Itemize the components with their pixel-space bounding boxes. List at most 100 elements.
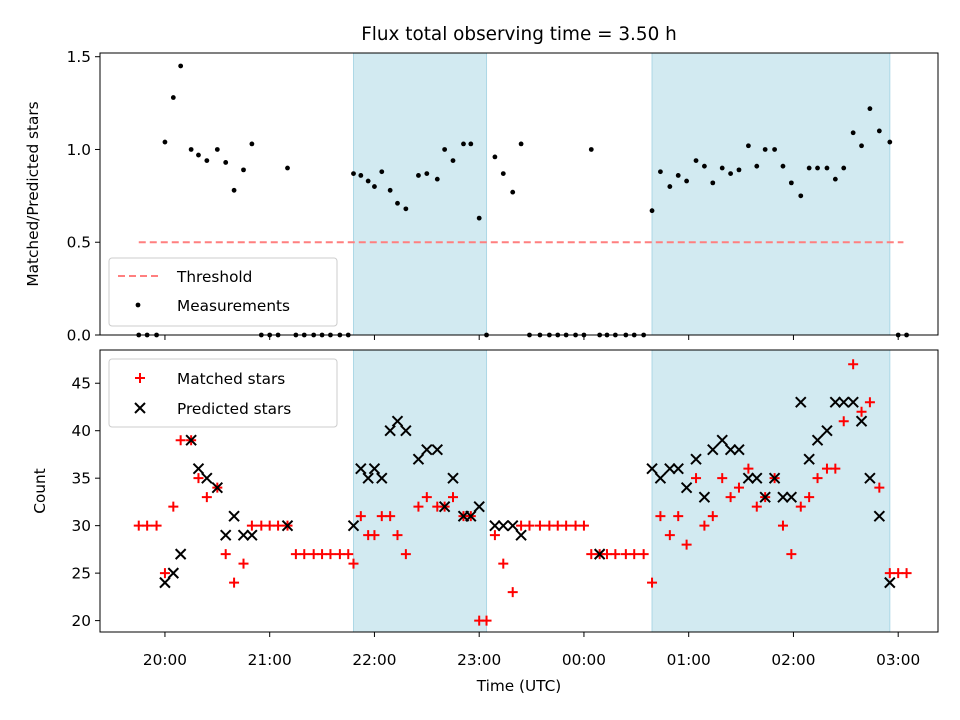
matched-star-point	[507, 587, 518, 598]
x-tick-label: 00:00	[562, 651, 606, 669]
matched-star-point	[413, 501, 424, 512]
measurement-point	[887, 139, 893, 145]
matched-star-point	[273, 520, 284, 531]
predicted-star-point	[412, 453, 425, 465]
matched-star-point	[317, 549, 328, 560]
predicted-star-point	[680, 481, 693, 494]
predicted-star-point	[497, 519, 509, 532]
bottom-x-ticks: 20:00 21:00 22:00 23:00 00:00 01:00 02:00 03:00	[143, 632, 920, 669]
predicted-star-point	[159, 576, 171, 589]
predicted-star-point	[593, 548, 606, 560]
matched-star-point	[552, 520, 563, 531]
measurement-point	[351, 171, 356, 176]
x-axis-label: Time (UTC)	[476, 677, 562, 695]
predicted-star-point	[768, 472, 781, 484]
top-x-ticks	[164, 335, 899, 340]
measurement-point	[824, 165, 830, 171]
matched-star-point	[246, 520, 257, 531]
matched-star-point	[884, 568, 895, 579]
measurement-point	[850, 130, 856, 136]
matched-star-point	[201, 492, 212, 503]
matched-star-point	[348, 558, 359, 569]
matched-star-point	[655, 511, 666, 522]
top-y-tick-label: 0.0	[67, 327, 91, 345]
measurement-point	[196, 152, 201, 158]
predicted-star-point	[246, 529, 258, 541]
bottom-y-tick-label: 25	[72, 565, 91, 583]
matched-star-point	[534, 520, 545, 531]
predicted-star-point	[201, 472, 213, 484]
predicted-star-point	[884, 576, 896, 589]
predicted-star-point	[690, 453, 702, 465]
predicted-star-point	[707, 443, 719, 456]
matched-star-point	[601, 549, 612, 560]
bottom-legend-box	[108, 358, 338, 428]
matched-star-point	[151, 520, 162, 531]
measurement-point	[178, 63, 184, 69]
matched-star-point	[498, 558, 509, 569]
measurement-point	[188, 147, 194, 152]
bottom-y-tick-label: 20	[72, 612, 91, 630]
measurement-point	[500, 171, 506, 176]
matched-star-point	[681, 539, 692, 550]
measurement-point	[223, 160, 229, 165]
matched-star-point	[830, 463, 841, 474]
predicted-star-point	[795, 396, 807, 408]
x-tick-label: 02:00	[771, 651, 815, 669]
predicted-star-point	[777, 491, 789, 503]
shaded-interval-bottom-1	[352, 349, 488, 633]
matched-star-point	[168, 501, 179, 512]
matched-star-point	[795, 501, 806, 512]
predicted-star-point	[355, 462, 367, 475]
matched-star-point	[864, 397, 875, 408]
measurement-point	[395, 200, 400, 206]
matched-star-point	[578, 520, 589, 531]
predicted-star-point	[174, 548, 187, 560]
top-y-tick-label: 1.0	[67, 141, 91, 159]
star-count-layer	[133, 359, 912, 626]
measurement-point	[754, 163, 760, 169]
measurement-point	[285, 165, 290, 171]
predicted-star-point	[724, 443, 737, 456]
legend-threshold-label: Threshold	[176, 268, 252, 286]
matched-star-point	[193, 473, 204, 484]
legend-predicted-swatch	[134, 402, 146, 414]
matched-star-point	[343, 549, 354, 560]
matched-star-point	[385, 511, 396, 522]
matched-star-point	[142, 520, 153, 531]
matched-star-point	[699, 520, 710, 531]
predicted-star-point	[515, 529, 527, 541]
measurement-point	[434, 176, 440, 182]
x-tick-label: 23:00	[457, 651, 501, 669]
measurement-point	[416, 173, 421, 178]
measurement-point	[815, 165, 820, 171]
top-y-tick-label: 0.5	[67, 234, 91, 252]
matched-star-point	[725, 492, 736, 503]
predicted-star-point	[431, 443, 444, 456]
x-tick-label: 01:00	[667, 651, 711, 669]
top-legend-box	[108, 257, 338, 327]
bottom-panel: 20 25 30 35 40 45 20:00 21:00 22:00 23:00 00:00 01…	[31, 349, 939, 695]
matched-star-point	[229, 577, 240, 588]
measurement-point	[442, 147, 448, 152]
measurement-point	[798, 193, 804, 199]
measurement-point	[461, 141, 466, 147]
matched-star-point	[821, 463, 832, 474]
measurement-point	[762, 147, 768, 152]
predicted-star-point	[167, 567, 180, 579]
matched-star-point	[524, 520, 535, 531]
matched-star-point	[664, 530, 675, 541]
bottom-y-tick-label: 35	[72, 470, 91, 488]
predicted-star-point	[376, 472, 388, 484]
matched-star-point	[673, 511, 684, 522]
predicted-star-point	[654, 472, 667, 484]
matched-star-point	[264, 520, 275, 531]
predicted-star-point	[384, 424, 396, 437]
predicted-star-point	[438, 500, 451, 513]
predicted-star-point	[465, 510, 477, 522]
top-y-tick-label: 1.5	[67, 48, 91, 66]
measurement-point	[693, 158, 699, 164]
bottom-y-ticks: 20 25 30 35 40 45	[72, 375, 100, 630]
x-tick-label: 21:00	[248, 651, 292, 669]
matched-star-point	[804, 492, 815, 503]
